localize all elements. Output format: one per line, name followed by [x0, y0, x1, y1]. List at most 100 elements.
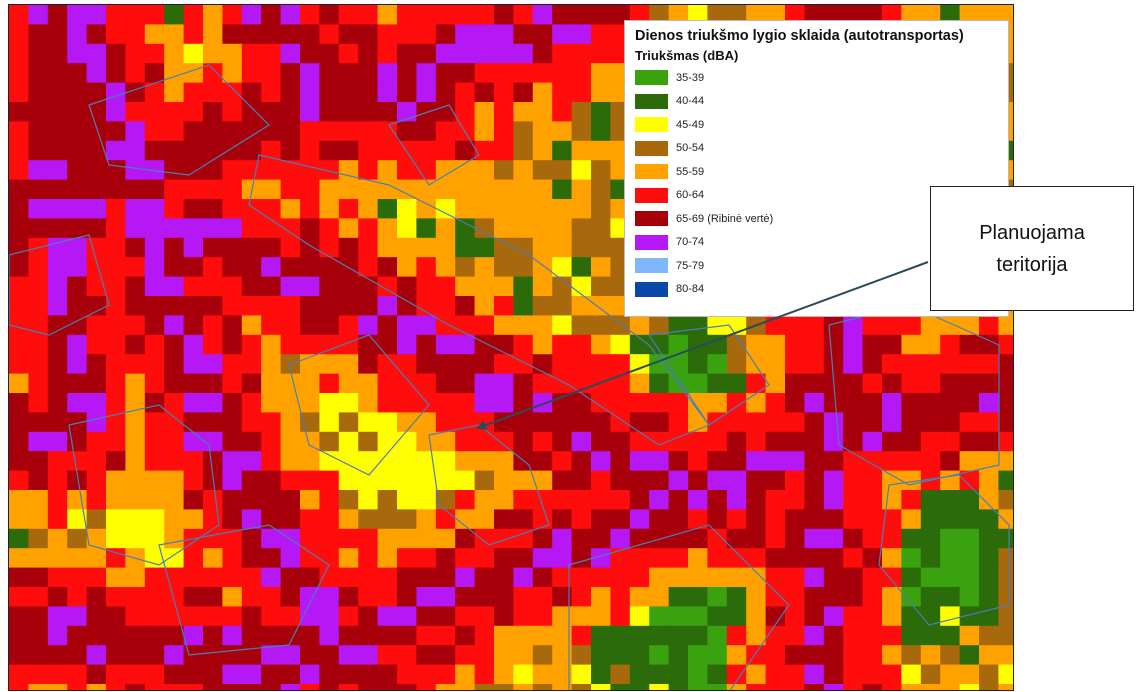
noise-cell: [979, 587, 999, 607]
noise-cell: [416, 509, 437, 530]
noise-cell: [591, 140, 611, 161]
noise-cell: [222, 393, 243, 413]
noise-cell: [823, 509, 844, 530]
noise-cell: [203, 63, 223, 84]
noise-cell: [47, 102, 68, 122]
noise-cell: [552, 160, 573, 181]
noise-cell: [144, 528, 165, 549]
noise-cell: [901, 664, 922, 685]
noise-cell: [591, 179, 611, 200]
noise-cell: [455, 257, 476, 278]
noise-cell: [552, 548, 573, 569]
noise-cell: [532, 140, 553, 161]
noise-cell: [416, 431, 437, 452]
noise-cell: [47, 5, 68, 25]
noise-cell: [28, 160, 49, 181]
noise-cell: [397, 548, 417, 569]
noise-cell: [649, 354, 670, 375]
noise-cell: [571, 121, 592, 142]
noise-cell: [261, 179, 282, 200]
noise-cell: [823, 354, 844, 375]
noise-cell: [377, 160, 398, 181]
noise-cell: [959, 606, 980, 627]
noise-cell: [106, 645, 126, 666]
noise-cell: [707, 625, 728, 646]
noise-cell: [610, 334, 631, 355]
noise-cell: [843, 548, 864, 569]
noise-cell: [358, 102, 379, 122]
noise-cell: [513, 160, 534, 181]
noise-cell: [532, 334, 553, 355]
noise-cell: [940, 354, 961, 375]
noise-cell: [532, 218, 553, 239]
noise-cell: [610, 470, 631, 491]
noise-cell: [319, 470, 340, 491]
noise-cell: [338, 373, 359, 394]
noise-cell: [86, 257, 107, 278]
noise-cell: [338, 548, 359, 569]
noise-cell: [9, 276, 29, 297]
noise-cell: [882, 470, 902, 491]
noise-cell: [319, 645, 340, 666]
noise-cell: [591, 470, 611, 491]
noise-cell: [474, 237, 495, 258]
noise-cell: [474, 606, 495, 627]
noise-cell: [47, 412, 68, 433]
noise-cell: [397, 218, 417, 239]
noise-cell: [67, 451, 88, 472]
noise-cell: [785, 334, 805, 355]
noise-cell: [86, 645, 107, 666]
noise-cell: [959, 567, 980, 588]
noise-cell: [47, 315, 68, 336]
noise-cell: [571, 625, 592, 646]
noise-cell: [319, 179, 340, 200]
noise-cell: [416, 179, 437, 200]
noise-cell: [47, 625, 68, 646]
noise-cell: [979, 334, 999, 355]
noise-cell: [280, 645, 301, 666]
noise-cell: [203, 179, 223, 200]
noise-cell: [785, 645, 805, 666]
noise-cell: [571, 24, 592, 45]
noise-cell: [125, 684, 146, 690]
noise-cell: [513, 528, 534, 549]
noise-cell: [494, 179, 514, 200]
noise-cell: [552, 509, 573, 530]
noise-cell: [882, 373, 902, 394]
noise-cell: [571, 470, 592, 491]
noise-cell: [804, 354, 825, 375]
noise-cell: [280, 5, 301, 25]
noise-cell: [338, 528, 359, 549]
noise-cell: [474, 24, 495, 45]
noise-cell: [67, 354, 88, 375]
noise-cell: [280, 160, 301, 181]
noise-cell: [532, 470, 553, 491]
noise-cell: [358, 24, 379, 45]
noise-cell: [319, 684, 340, 690]
noise-cell: [940, 567, 961, 588]
noise-cell: [358, 684, 379, 690]
noise-cell: [203, 296, 223, 316]
noise-cell: [591, 587, 611, 607]
noise-cell: [261, 199, 282, 219]
legend-label: 45-49: [676, 118, 705, 131]
noise-cell: [338, 354, 359, 375]
noise-cell: [47, 140, 68, 161]
noise-cell: [901, 509, 922, 530]
noise-cell: [280, 199, 301, 219]
noise-cell: [183, 509, 204, 530]
noise-cell: [513, 102, 534, 122]
noise-cell: [455, 373, 476, 394]
noise-cell: [455, 334, 476, 355]
noise-cell: [882, 431, 902, 452]
noise-cell: [86, 160, 107, 181]
noise-cell: [319, 528, 340, 549]
noise-cell: [532, 664, 553, 685]
noise-cell: [86, 567, 107, 588]
noise-cell: [513, 412, 534, 433]
noise-cell: [261, 567, 282, 588]
noise-cell: [9, 43, 29, 64]
noise-cell: [144, 24, 165, 45]
noise-cell: [746, 587, 767, 607]
noise-cell: [144, 315, 165, 336]
